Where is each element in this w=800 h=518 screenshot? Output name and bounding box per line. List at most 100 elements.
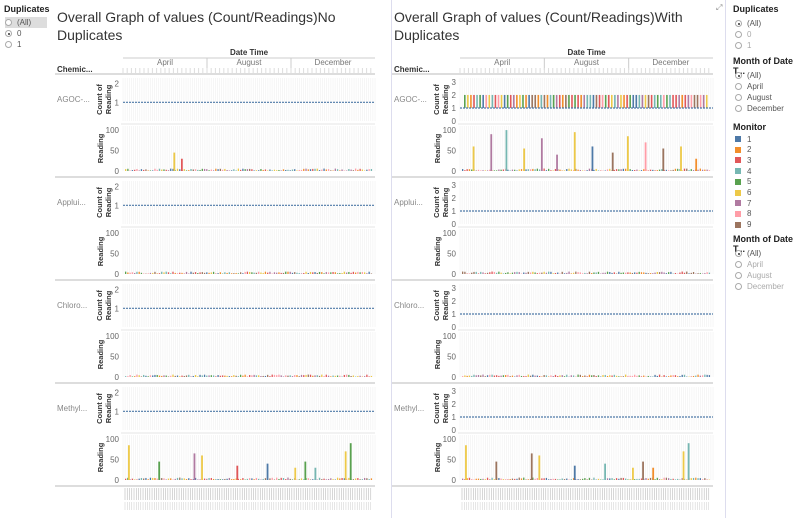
reading-bar[interactable] bbox=[125, 376, 127, 377]
reading-bar[interactable] bbox=[154, 374, 156, 377]
reading-bar[interactable] bbox=[577, 169, 579, 171]
reading-bar[interactable] bbox=[498, 169, 500, 171]
reading-bar[interactable] bbox=[708, 272, 711, 274]
reading-bar[interactable] bbox=[672, 478, 674, 480]
reading-bar[interactable] bbox=[131, 478, 134, 480]
reading-bar[interactable] bbox=[466, 375, 468, 377]
count-bar[interactable] bbox=[635, 94, 638, 108]
reading-bar[interactable] bbox=[226, 170, 228, 171]
reading-peak-bar[interactable] bbox=[556, 154, 558, 171]
reading-bar[interactable] bbox=[249, 271, 251, 274]
reading-bar[interactable] bbox=[312, 272, 314, 274]
legend-item[interactable]: 3 bbox=[735, 155, 751, 165]
reading-bar[interactable] bbox=[300, 169, 303, 171]
reading-bar[interactable] bbox=[269, 271, 271, 274]
count-bar[interactable] bbox=[595, 94, 598, 108]
reading-bar[interactable] bbox=[674, 168, 677, 171]
reading-bar[interactable] bbox=[325, 169, 327, 171]
reading-bar[interactable] bbox=[520, 169, 523, 171]
reading-bar[interactable] bbox=[543, 375, 545, 377]
reading-bar[interactable] bbox=[597, 170, 600, 171]
reading-bar[interactable] bbox=[505, 375, 507, 377]
count-bar[interactable] bbox=[592, 94, 595, 108]
duplicates-filter-right-option[interactable]: (All) bbox=[735, 18, 761, 29]
reading-bar[interactable] bbox=[699, 375, 701, 377]
reading-bar[interactable] bbox=[199, 272, 201, 274]
reading-bar[interactable] bbox=[298, 479, 300, 480]
reading-bar[interactable] bbox=[471, 375, 473, 377]
reading-bar[interactable] bbox=[622, 272, 625, 274]
count-bar[interactable] bbox=[494, 94, 497, 108]
count-bar[interactable] bbox=[589, 94, 592, 108]
reading-bar[interactable] bbox=[282, 376, 285, 377]
reading-bar[interactable] bbox=[529, 375, 532, 377]
reading-bar[interactable] bbox=[618, 169, 620, 171]
reading-bar[interactable] bbox=[235, 273, 237, 274]
reading-bar[interactable] bbox=[473, 271, 475, 274]
reading-bar[interactable] bbox=[543, 168, 545, 171]
reading-bar[interactable] bbox=[276, 170, 278, 171]
reading-bar[interactable] bbox=[636, 478, 638, 480]
reading-bar[interactable] bbox=[312, 168, 314, 171]
reading-bar[interactable] bbox=[334, 375, 336, 377]
count-bar[interactable] bbox=[488, 94, 491, 108]
reading-bar[interactable] bbox=[658, 374, 661, 377]
reading-bar[interactable] bbox=[532, 477, 534, 480]
reading-bar[interactable] bbox=[495, 272, 498, 274]
legend-item[interactable]: 5 bbox=[735, 177, 751, 187]
reading-bar[interactable] bbox=[701, 375, 704, 377]
reading-bar[interactable] bbox=[145, 169, 147, 171]
reading-bar[interactable] bbox=[686, 271, 688, 274]
reading-bar[interactable] bbox=[287, 375, 289, 377]
reading-bar[interactable] bbox=[357, 375, 359, 377]
reading-bar[interactable] bbox=[624, 374, 627, 377]
reading-bar[interactable] bbox=[581, 273, 584, 274]
reading-bar[interactable] bbox=[210, 375, 212, 377]
reading-bar[interactable] bbox=[255, 272, 258, 274]
reading-bar[interactable] bbox=[554, 478, 557, 480]
count-bar[interactable] bbox=[509, 94, 512, 108]
reading-bar[interactable] bbox=[473, 374, 475, 377]
reading-bar[interactable] bbox=[486, 272, 489, 274]
reading-bar[interactable] bbox=[563, 376, 566, 377]
reading-bar[interactable] bbox=[352, 271, 355, 274]
reading-bar[interactable] bbox=[149, 477, 152, 480]
reading-bar[interactable] bbox=[152, 477, 154, 480]
reading-bar[interactable] bbox=[219, 272, 221, 274]
reading-bar[interactable] bbox=[606, 376, 609, 377]
reading-bar[interactable] bbox=[505, 479, 507, 480]
reading-bar[interactable] bbox=[246, 271, 249, 274]
reading-bar[interactable] bbox=[350, 272, 352, 274]
reading-bar[interactable] bbox=[163, 375, 165, 377]
reading-bar[interactable] bbox=[511, 375, 514, 377]
reading-bar[interactable] bbox=[316, 168, 318, 171]
reading-peak-bar[interactable] bbox=[490, 134, 493, 171]
reading-bar[interactable] bbox=[593, 375, 595, 377]
reading-bar[interactable] bbox=[584, 272, 586, 274]
reading-peak-bar[interactable] bbox=[349, 443, 352, 480]
count-bar[interactable] bbox=[702, 94, 705, 108]
reading-bar[interactable] bbox=[181, 478, 183, 480]
reading-bar[interactable] bbox=[262, 375, 264, 377]
count-bar[interactable] bbox=[629, 94, 631, 108]
reading-bar[interactable] bbox=[312, 479, 314, 480]
reading-bar[interactable] bbox=[577, 272, 579, 274]
reading-bar[interactable] bbox=[652, 376, 654, 377]
reading-bar[interactable] bbox=[224, 168, 226, 171]
reading-bar[interactable] bbox=[221, 169, 224, 171]
duplicates-filter-right-option[interactable]: 1 bbox=[735, 40, 751, 51]
radio-button[interactable] bbox=[5, 41, 12, 48]
reading-bar[interactable] bbox=[339, 170, 341, 171]
count-bar[interactable] bbox=[623, 94, 625, 108]
reading-bar[interactable] bbox=[339, 273, 341, 274]
reading-bar[interactable] bbox=[125, 478, 127, 480]
reading-bar[interactable] bbox=[134, 272, 136, 274]
reading-bar[interactable] bbox=[314, 168, 316, 171]
reading-bar[interactable] bbox=[681, 374, 683, 377]
reading-bar[interactable] bbox=[165, 375, 167, 377]
reading-bar[interactable] bbox=[588, 477, 591, 480]
reading-bar[interactable] bbox=[462, 271, 464, 274]
reading-bar[interactable] bbox=[518, 169, 520, 171]
reading-bar[interactable] bbox=[237, 376, 240, 377]
reading-bar[interactable] bbox=[656, 170, 658, 171]
